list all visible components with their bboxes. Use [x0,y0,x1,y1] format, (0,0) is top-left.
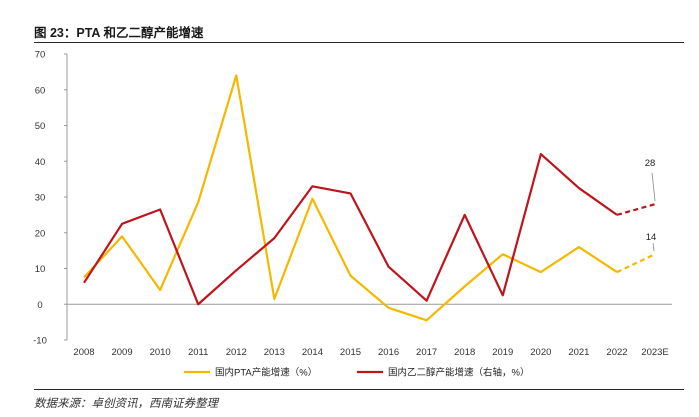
x-tick-label: 2008 [73,347,94,358]
x-tick-labels: 2008 2009 2010 2011 2012 2013 2014 2015 2016 2017… [73,347,668,358]
x-tick-label: 2018 [454,347,475,358]
y-tick-label: 0 [37,300,42,311]
x-tick-label: 2015 [340,347,361,358]
x-tick-label: 2021 [568,347,589,358]
title-rule [34,42,684,43]
meg-forecast-line [616,203,656,216]
meg-legend-label: 国内乙二醇产能增速（右轴，%） [388,367,529,379]
x-tick-label: 2020 [530,347,551,358]
end-annotations: 28 14 [645,158,657,252]
pta-legend-label: 国内PTA产能增速（%） [215,367,317,379]
y-tick-label: 30 [35,193,46,204]
pta-forecast-line [616,253,656,274]
x-tick-label: 2016 [378,347,399,358]
y-tick-label: 20 [35,228,46,239]
meg-end-leader [651,172,656,202]
x-tick-label: 2014 [302,347,323,358]
figure-title: 图 23：PTA 和乙二醇产能增速 [34,26,204,40]
x-tick-label: 2012 [226,347,247,358]
x-tick-label: 2023E [641,347,668,358]
pta-end-leader [652,242,655,252]
source-rule [34,389,684,390]
x-tick-label: 2010 [150,347,171,358]
x-tick-label: 2011 [188,347,208,358]
y-tick-label: 40 [35,157,46,168]
x-tick-label: 2022 [606,347,627,358]
y-tick-label: -10 [33,336,47,347]
y-tick-label: 50 [35,121,46,132]
series-lines [83,74,656,322]
x-tick-label: 2013 [264,347,285,358]
y-tick-labels: -10 0 10 20 30 40 50 60 70 [33,50,47,347]
y-tick-label: 10 [35,264,46,275]
y-tick-label: 70 [35,50,46,61]
pta-end-label: 14 [646,232,657,243]
source-note: 数据来源：卓创资讯，西南证券整理 [34,398,218,410]
y-tick-label: 60 [35,85,46,96]
axes [64,53,672,341]
x-tick-label: 2009 [111,347,132,358]
x-tick-label: 2019 [492,347,513,358]
meg-end-label: 28 [645,158,656,169]
x-tick-label: 2017 [416,347,437,358]
legend: 国内PTA产能增速（%） 国内乙二醇产能增速（右轴，%） [184,367,529,379]
pta-series-line [83,74,618,322]
